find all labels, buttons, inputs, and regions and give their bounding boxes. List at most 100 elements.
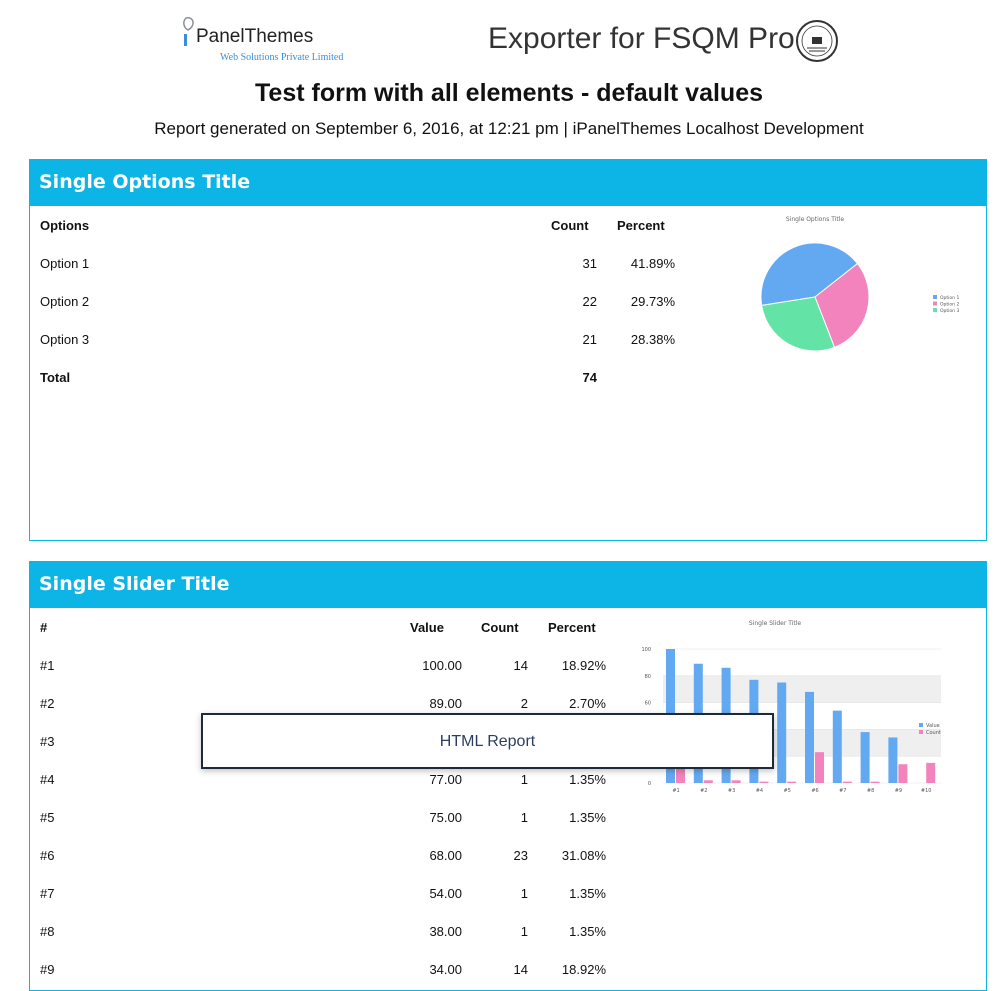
bar-chart: Single Slider Title 020406080100 #1#2#3#… bbox=[641, 620, 941, 794]
single-options-panel: Single Options Title Options Count Perce… bbox=[29, 159, 987, 541]
y-tick-label: 100 bbox=[641, 647, 651, 653]
bar-value bbox=[832, 710, 842, 783]
row-count: 1 bbox=[520, 886, 528, 901]
row-number: #7 bbox=[40, 886, 55, 901]
bar-count bbox=[926, 762, 936, 783]
row-percent: 18.92% bbox=[561, 658, 606, 673]
x-tick-label: #4 bbox=[756, 788, 763, 794]
row-value: 34.00 bbox=[429, 962, 462, 977]
row-value: 68.00 bbox=[429, 848, 462, 863]
legend-swatch bbox=[919, 730, 923, 734]
col-header-num: # bbox=[40, 620, 48, 635]
row-count: 1 bbox=[520, 924, 528, 939]
row-count: 1 bbox=[520, 772, 528, 787]
legend-swatch bbox=[919, 723, 923, 727]
legend-swatch bbox=[933, 308, 937, 312]
bar-count bbox=[787, 781, 797, 783]
bar-count bbox=[842, 781, 852, 783]
row-number: #5 bbox=[40, 810, 55, 825]
total-count: 74 bbox=[582, 370, 597, 385]
bar-value bbox=[860, 732, 870, 783]
x-tick-label: #10 bbox=[921, 788, 932, 794]
bar-count bbox=[898, 764, 908, 783]
x-tick-label: #7 bbox=[839, 788, 846, 794]
legend-swatch bbox=[933, 295, 937, 299]
row-value: 54.00 bbox=[429, 886, 462, 901]
y-tick-label: 0 bbox=[648, 781, 651, 787]
legend-label: Option 1 bbox=[940, 295, 959, 301]
report-subtitle: Report generated on September 6, 2016, a… bbox=[154, 119, 864, 138]
col-header-count: Count bbox=[481, 620, 519, 635]
option-percent: 41.89% bbox=[630, 256, 675, 271]
option-percent: 28.38% bbox=[630, 332, 675, 347]
row-number: #3 bbox=[40, 734, 55, 749]
row-value: 89.00 bbox=[429, 696, 462, 711]
legend-swatch bbox=[933, 301, 937, 306]
row-value: 77.00 bbox=[429, 772, 462, 787]
bar-count bbox=[870, 781, 880, 783]
html-report-tooltip[interactable]: HTML Report bbox=[201, 713, 774, 769]
option-count: 22 bbox=[582, 294, 597, 309]
row-number: #1 bbox=[40, 658, 55, 673]
row-percent: 1.35% bbox=[569, 924, 606, 939]
row-number: #9 bbox=[40, 962, 55, 977]
pie-slice bbox=[814, 262, 870, 349]
bar-count bbox=[815, 752, 824, 783]
x-tick-label: #2 bbox=[700, 788, 707, 794]
option-label: Option 1 bbox=[40, 256, 90, 271]
option-count: 21 bbox=[582, 332, 597, 347]
grid-band bbox=[663, 675, 941, 703]
exporter-badge-icon bbox=[795, 19, 839, 68]
col-header-percent: Percent bbox=[617, 218, 665, 233]
row-number: #2 bbox=[40, 696, 55, 711]
legend-label: Option 3 bbox=[940, 308, 959, 314]
row-value: 100.00 bbox=[422, 658, 462, 673]
legend-label: Value bbox=[926, 723, 940, 729]
row-count: 14 bbox=[513, 962, 528, 977]
bar-count bbox=[759, 781, 769, 783]
bar-value bbox=[777, 682, 787, 783]
col-header-options: Options bbox=[40, 218, 90, 233]
row-number: #8 bbox=[40, 924, 55, 939]
panel-title: Single Slider Title bbox=[29, 561, 987, 608]
row-count: 14 bbox=[513, 658, 528, 673]
pie-slice bbox=[760, 242, 859, 307]
row-value: 38.00 bbox=[429, 924, 462, 939]
row-percent: 1.35% bbox=[569, 886, 606, 901]
row-percent: 1.35% bbox=[569, 772, 606, 787]
x-tick-label: #3 bbox=[728, 788, 735, 794]
x-tick-label: #5 bbox=[784, 788, 791, 794]
row-number: #6 bbox=[40, 848, 55, 863]
row-count: 1 bbox=[520, 810, 528, 825]
x-tick-label: #8 bbox=[867, 788, 874, 794]
row-value: 75.00 bbox=[429, 810, 462, 825]
row-count: 2 bbox=[520, 696, 528, 711]
report-title: Test form with all elements - default va… bbox=[255, 79, 763, 107]
x-tick-label: #9 bbox=[895, 788, 902, 794]
row-percent: 31.08% bbox=[561, 848, 606, 863]
x-tick-label: #6 bbox=[811, 788, 818, 794]
option-label: Option 3 bbox=[40, 332, 90, 347]
legend-label: Option 2 bbox=[940, 302, 959, 308]
brand-name: PanelThemes bbox=[196, 26, 314, 47]
option-percent: 29.73% bbox=[630, 294, 675, 309]
pie-slice bbox=[761, 296, 836, 352]
option-label: Option 2 bbox=[40, 294, 90, 309]
brand-logo: PanelThemes Web Solutions Private Limite… bbox=[178, 16, 378, 66]
panel-title: Single Options Title bbox=[29, 159, 987, 206]
total-label: Total bbox=[40, 370, 71, 385]
row-percent: 18.92% bbox=[561, 962, 606, 977]
bar-value bbox=[888, 737, 898, 783]
bar-count bbox=[703, 780, 713, 783]
tooltip-label: HTML Report bbox=[439, 733, 536, 750]
row-percent: 1.35% bbox=[569, 810, 606, 825]
option-count: 31 bbox=[582, 256, 597, 271]
pie-chart-title: Single Options Title bbox=[786, 216, 845, 223]
row-percent: 2.70% bbox=[569, 696, 606, 711]
bar-count bbox=[676, 764, 685, 783]
bar-value bbox=[805, 691, 814, 783]
x-tick-label: #1 bbox=[672, 788, 679, 794]
row-count: 23 bbox=[513, 848, 528, 863]
bar-count bbox=[731, 780, 741, 783]
